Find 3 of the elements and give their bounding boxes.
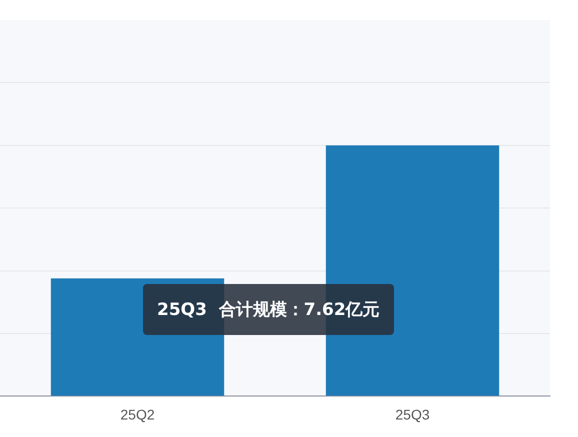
x-tick-label: 25Q3: [395, 406, 430, 422]
annotation: 25Q3 合计规模：7.62亿元: [143, 284, 394, 335]
x-tick-label: 25Q2: [120, 406, 155, 422]
